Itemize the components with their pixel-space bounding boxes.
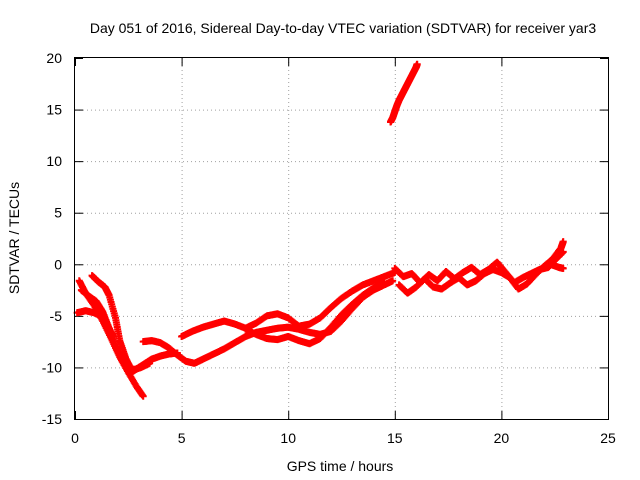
x-tick-labels: 0 5 10 15 20 25 [71, 430, 616, 446]
plot-frame [74, 57, 609, 420]
data-points [73, 60, 567, 400]
data-point [109, 332, 117, 340]
chart-title: Day 051 of 2016, Sidereal Day-to-day VTE… [90, 20, 596, 36]
x-tick-label: 25 [600, 430, 616, 446]
data-point [380, 279, 388, 287]
data-point [413, 60, 421, 68]
y-tick-label: 5 [54, 205, 62, 221]
y-tick-label: 10 [46, 153, 62, 169]
grid [75, 58, 608, 419]
series-track-6 [178, 269, 399, 340]
series-track-10 [529, 260, 567, 279]
data-point [559, 238, 567, 246]
y-tick-label: -10 [42, 359, 62, 375]
x-tick-label: 0 [71, 430, 79, 446]
y-tick-label: 20 [46, 50, 62, 66]
y-tick-label: 0 [54, 256, 62, 272]
y-axis-label: SDTVAR / TECUs [6, 182, 22, 294]
data-point [139, 392, 147, 400]
y-tick-label: -15 [42, 411, 62, 427]
x-tick-label: 15 [387, 430, 403, 446]
y-tick-label: -5 [50, 308, 63, 324]
data-point [389, 277, 397, 285]
series-track-11 [387, 60, 421, 126]
y-tick-label: 15 [46, 102, 62, 118]
data-point [559, 264, 567, 272]
x-axis-label: GPS time / hours [287, 458, 394, 474]
series-track-7 [242, 279, 388, 348]
x-tick-label: 5 [178, 430, 186, 446]
x-tick-label: 10 [280, 430, 296, 446]
axis-ticks [75, 58, 609, 420]
y-tick-labels: -15 -10 -5 0 5 10 15 20 [42, 50, 62, 427]
series-track-4 [73, 307, 117, 340]
x-tick-label: 20 [494, 430, 510, 446]
